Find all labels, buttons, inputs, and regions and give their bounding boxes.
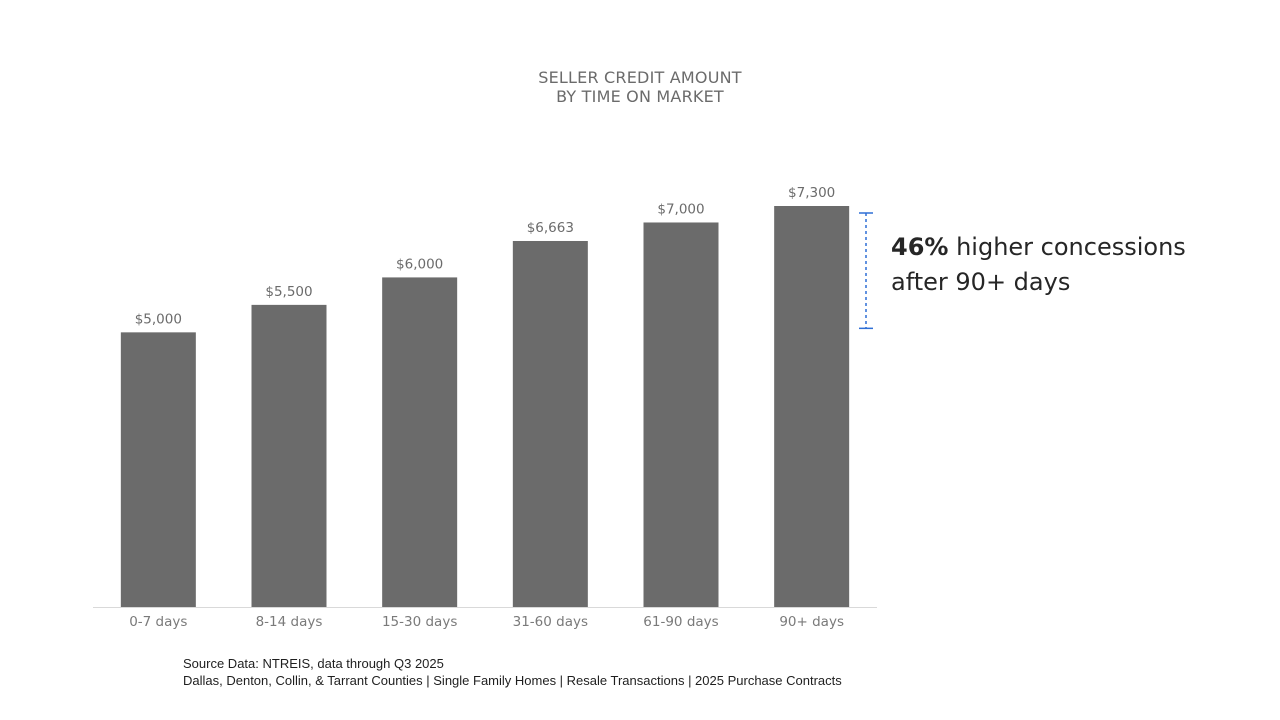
bar-90-days [774, 206, 850, 607]
value-label: $5,500 [265, 284, 312, 300]
source-line-2: Dallas, Denton, Collin, & Tarrant Counti… [183, 673, 842, 688]
bar-0-7-days [120, 332, 196, 607]
chart-title: SELLER CREDIT AMOUNT BY TIME ON MARKET [0, 68, 1280, 106]
bars-group: $5,000 0-7 days $5,500 8-14 days $6,000 15-30… [120, 185, 850, 630]
concession-callout: 46% higher concessions after 90+ days [891, 230, 1251, 300]
bar-15-30-days [382, 277, 458, 607]
bar-61-90-days [643, 222, 719, 608]
value-label: $7,300 [788, 185, 835, 201]
category-label: 90+ days [779, 614, 844, 630]
category-label: 31-60 days [513, 614, 588, 630]
category-label: 8-14 days [256, 614, 323, 630]
value-label: $7,000 [657, 201, 704, 217]
callout-line-1-text: higher concessions [956, 233, 1186, 261]
category-label: 0-7 days [129, 614, 187, 630]
chart-title-line-1: SELLER CREDIT AMOUNT [538, 68, 742, 87]
category-label: 61-90 days [643, 614, 718, 630]
callout-percent: 46% [891, 233, 949, 261]
chart-title-line-2: BY TIME ON MARKET [556, 87, 724, 106]
source-line-1: Source Data: NTREIS, data through Q3 202… [183, 656, 444, 671]
callout-line-1: 46% higher concessions [891, 230, 1251, 265]
value-label: $6,000 [396, 256, 443, 272]
callout-line-2: after 90+ days [891, 268, 1071, 296]
category-label: 15-30 days [382, 614, 457, 630]
source-note: Source Data: NTREIS, data through Q3 202… [183, 655, 842, 689]
value-label: $5,000 [135, 311, 182, 327]
bar-8-14-days [251, 304, 327, 607]
value-label: $6,663 [527, 220, 574, 236]
difference-bracket [859, 212, 873, 330]
bar-31-60-days [512, 240, 588, 607]
